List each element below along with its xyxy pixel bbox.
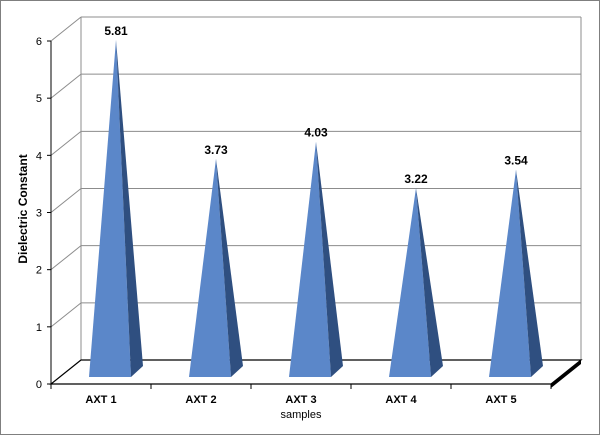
pyramid-bar — [89, 39, 143, 378]
y-tick-label: 6 — [36, 36, 42, 48]
pyramid-bar — [389, 187, 443, 377]
y-tick-label: 2 — [36, 265, 42, 277]
axes — [47, 40, 552, 389]
pyramid-front-face — [289, 141, 331, 377]
pyramid-bar — [289, 141, 343, 377]
pyramid-front-face — [89, 39, 131, 378]
pyramid-series — [89, 39, 543, 378]
y-tick-label: 0 — [36, 379, 42, 391]
x-tick-label: AXT 3 — [285, 394, 316, 406]
x-tick-label: AXT 1 — [85, 394, 116, 406]
y-tick-label: 3 — [36, 208, 42, 220]
data-label: 3.73 — [204, 143, 228, 157]
x-tick-label: AXT 4 — [385, 394, 417, 406]
pyramid-front-face — [389, 187, 431, 377]
gridline-side — [50, 130, 82, 156]
gridline-side — [50, 245, 82, 271]
pyramid-bar — [189, 158, 243, 377]
data-labels: 5.81 3.73 4.03 3.22 3.54 — [104, 24, 528, 186]
data-label: 4.03 — [304, 126, 328, 140]
pyramid-side-face — [216, 158, 243, 377]
pyramid-bar — [489, 169, 543, 377]
pyramid-front-face — [489, 169, 531, 377]
pyramid-front-face — [189, 158, 231, 377]
data-label: 3.54 — [504, 154, 528, 168]
floor-side — [551, 360, 581, 388]
y-tick-label: 1 — [36, 322, 42, 334]
gridline-side — [50, 302, 82, 328]
gridline-side — [50, 188, 82, 213]
x-tick-label: AXT 5 — [485, 394, 516, 406]
data-label: 3.22 — [404, 172, 428, 186]
pyramid-side-face — [316, 141, 343, 377]
gridline-side — [50, 16, 82, 42]
y-tick-label: 5 — [36, 93, 42, 105]
pyramid-side-face — [416, 187, 443, 377]
y-tick-label: 4 — [36, 150, 42, 162]
y-axis-title: Dielectric Constant — [16, 154, 30, 263]
data-label: 5.81 — [104, 24, 128, 38]
tick-labels: 0 1 2 3 4 5 6 AXT 1 AXT 2 AXT 3 AXT 4 AXT 5 — [36, 36, 517, 406]
gridline-side — [50, 73, 82, 99]
x-tick-label: AXT 2 — [185, 394, 216, 406]
pyramid-side-face — [116, 39, 143, 378]
pyramid-side-face — [516, 169, 543, 377]
x-axis-title: samples — [281, 409, 322, 421]
